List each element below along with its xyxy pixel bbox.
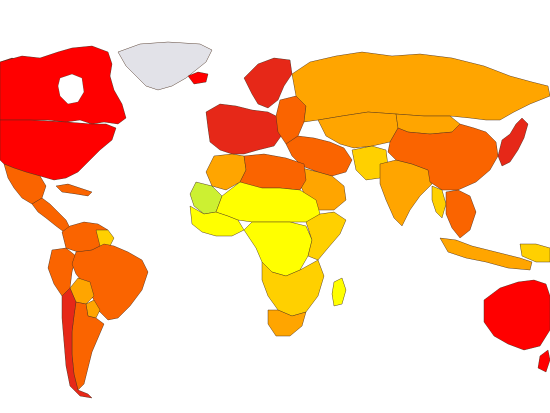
region-argentina[interactable] <box>71 301 105 391</box>
region-madagascar[interactable] <box>331 277 347 307</box>
region-japan-korea[interactable] <box>497 117 529 167</box>
region-indonesia[interactable] <box>439 237 533 271</box>
region-scandinavia[interactable] <box>243 57 293 109</box>
region-east-africa[interactable] <box>305 211 347 261</box>
region-iceland[interactable] <box>187 71 209 85</box>
region-chile[interactable] <box>61 287 93 399</box>
region-australia[interactable] <box>483 279 550 351</box>
region-guianas[interactable] <box>95 229 115 247</box>
region-central-africa[interactable] <box>243 221 313 277</box>
region-china[interactable] <box>387 123 499 191</box>
region-new-zealand[interactable] <box>537 349 550 373</box>
region-myanmar[interactable] <box>431 185 447 219</box>
region-central-america[interactable] <box>31 197 71 233</box>
region-southeast-asia[interactable] <box>445 189 477 239</box>
region-russia[interactable] <box>291 51 550 123</box>
region-caribbean[interactable] <box>55 183 93 197</box>
region-greenland[interactable] <box>117 41 213 91</box>
region-south-africa[interactable] <box>267 309 307 337</box>
hudson-bay <box>57 73 85 105</box>
region-western-europe[interactable] <box>205 103 285 155</box>
region-south-asia[interactable] <box>379 159 433 227</box>
region-southern-africa[interactable] <box>261 259 325 317</box>
region-new-guinea[interactable] <box>519 243 550 263</box>
